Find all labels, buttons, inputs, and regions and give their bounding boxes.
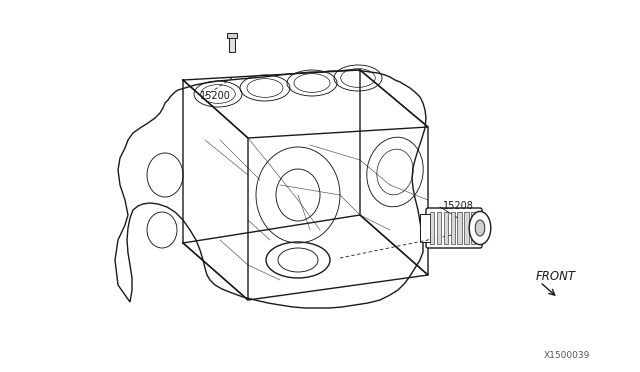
Bar	[420, 214, 430, 242]
Bar	[465, 212, 468, 244]
Bar	[429, 212, 434, 244]
Text: X1500039: X1500039	[543, 350, 590, 359]
Bar	[436, 212, 441, 244]
Text: 15208: 15208	[443, 201, 474, 211]
Text: 15200: 15200	[200, 91, 231, 101]
Bar	[229, 34, 235, 52]
Bar	[227, 33, 237, 38]
Bar	[451, 212, 454, 244]
FancyBboxPatch shape	[426, 208, 482, 248]
Ellipse shape	[475, 220, 484, 236]
Polygon shape	[115, 70, 426, 308]
Text: FRONT: FRONT	[536, 269, 576, 282]
Bar	[458, 212, 461, 244]
Bar	[444, 212, 448, 244]
Bar	[471, 212, 476, 244]
Ellipse shape	[469, 211, 491, 244]
